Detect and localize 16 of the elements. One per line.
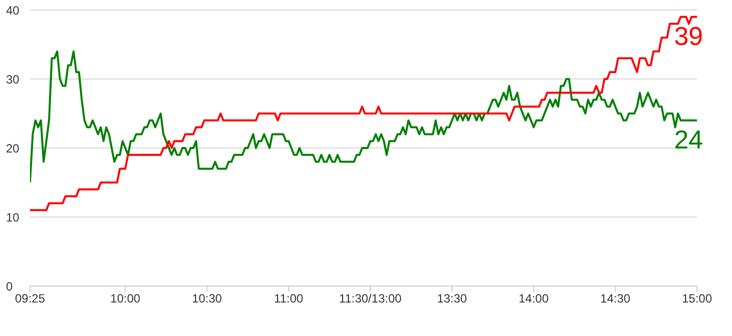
x-tick-label: 14:00	[518, 292, 549, 306]
y-tick-label: 30	[6, 72, 20, 86]
x-tick-label: 14:30	[600, 292, 631, 306]
x-tick-label: 10:30	[192, 292, 222, 306]
x-tick-label: 11:30/13:00	[339, 292, 402, 306]
y-tick-label: 20	[6, 141, 20, 156]
y-tick-label: 10	[6, 210, 20, 224]
y-tick-label: 40	[6, 3, 20, 18]
annotation: 24	[674, 124, 703, 154]
x-tick-label: 13:30	[436, 292, 468, 306]
x-tick-label: 10:00	[110, 292, 141, 306]
x-tick-label: 15:00	[682, 292, 712, 306]
annotation: 39	[674, 20, 703, 51]
y-tick-label: 0	[6, 279, 13, 294]
x-tick-label: 09:25	[14, 292, 46, 306]
x-tick-label: 11:00	[274, 292, 304, 306]
